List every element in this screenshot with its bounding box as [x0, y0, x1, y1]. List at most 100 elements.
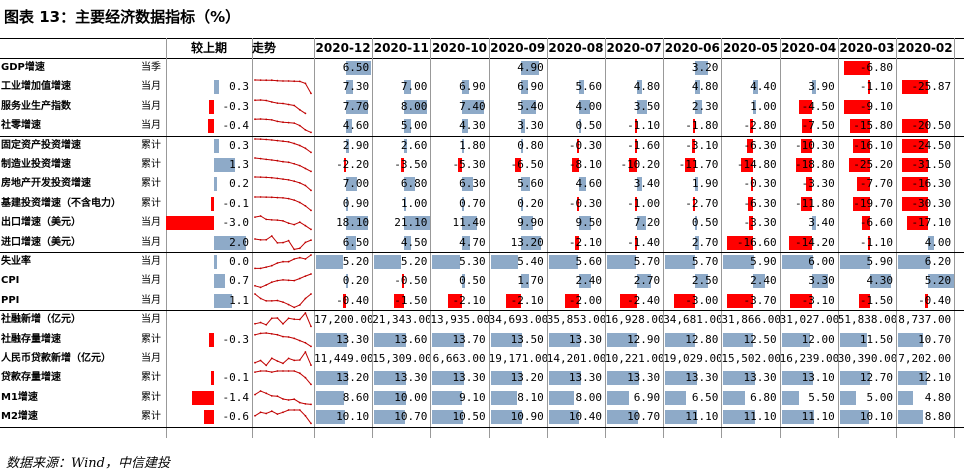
data-cell: 4.90 — [489, 58, 547, 77]
sparkline-point — [259, 286, 262, 289]
sparkline-point — [293, 122, 296, 125]
value-bar — [316, 371, 348, 386]
cell-text: 8.10 — [517, 390, 544, 404]
sparkline-point — [265, 324, 268, 326]
cell-text: 0.80 — [517, 138, 544, 152]
sparkline-point — [310, 209, 312, 212]
data-cell: -1.40 — [605, 233, 663, 252]
sparkline-point — [270, 371, 273, 374]
data-cell: -3.10 — [663, 136, 721, 155]
sparkline-point — [270, 79, 273, 82]
data-cell — [780, 58, 838, 77]
sparkline-point — [276, 101, 279, 104]
sparkline-point — [304, 377, 307, 379]
change-cell: -0.1 — [166, 194, 252, 213]
value-bar — [575, 235, 579, 250]
sparkline-point — [254, 176, 256, 179]
sparkline-point — [265, 79, 268, 82]
sparkline-point — [270, 234, 273, 237]
data-cell: 13.30 — [430, 368, 488, 387]
cell-text: 1.70 — [517, 274, 544, 288]
row-label: 基建投资增速（不含电力） — [0, 194, 138, 213]
group-rule — [0, 310, 964, 312]
data-cell: 2.50 — [663, 271, 721, 290]
data-cell: -3.50 — [372, 155, 430, 174]
header-period: 2020-09 — [489, 38, 547, 58]
value-bar — [637, 99, 648, 114]
sparkline-point — [298, 372, 301, 375]
cell-text: 6.90 — [517, 80, 544, 94]
cell-text: -10.30 — [795, 138, 835, 152]
column-rule — [837, 38, 839, 438]
change-bar — [214, 138, 219, 153]
sparkline-point — [287, 121, 290, 124]
cell-text: 2.50 — [691, 274, 719, 288]
data-cell: -7.50 — [780, 116, 838, 135]
change-bar — [209, 99, 214, 114]
data-cell: 12.70 — [838, 368, 896, 387]
cell-text: 2020-10 — [431, 41, 488, 55]
cell-text: -0.3 — [222, 332, 250, 346]
cell-text: 11.50 — [859, 332, 893, 346]
data-cell: -14.20 — [780, 233, 838, 252]
cell-text: 1.1 — [229, 293, 249, 307]
sparkline-point — [310, 422, 312, 425]
cell-text: 4.80 — [924, 390, 952, 404]
cell-text: 2020-03 — [839, 41, 895, 55]
cell-text: -3.10 — [801, 293, 835, 307]
value-bar — [692, 119, 696, 134]
data-cell: -2.10 — [489, 291, 547, 310]
data-cell: -1.10 — [605, 116, 663, 135]
row-label: M1增速 — [0, 388, 138, 407]
data-cell: -10.30 — [780, 136, 838, 155]
sparkline-point — [282, 139, 284, 142]
cell-text: 当月 — [141, 217, 161, 229]
row-label: M2增速 — [0, 407, 138, 426]
value-bar — [839, 410, 869, 425]
change-bar — [214, 274, 226, 289]
cell-text: -2.20 — [336, 158, 370, 171]
sparkline-point — [304, 312, 307, 315]
value-bar — [607, 332, 638, 347]
cell-text: 当月 — [141, 294, 161, 306]
value-bar — [852, 138, 870, 153]
sparkline-point — [270, 264, 273, 267]
row-frequency: 当月 — [138, 252, 166, 271]
sparkline-point — [310, 228, 312, 231]
cell-text: 累计 — [141, 411, 161, 423]
sparkline-point — [276, 317, 279, 320]
cell-text: 13.30 — [568, 332, 602, 346]
value-bar — [520, 216, 533, 231]
data-cell: 2.40 — [547, 271, 605, 290]
cell-text: 3.40 — [808, 216, 835, 230]
cell-text: 13.20 — [336, 371, 370, 385]
cell-text: 5.70 — [633, 255, 661, 268]
cell-text: 5.30 — [459, 255, 486, 268]
sparkline-point — [282, 397, 284, 400]
value-bar — [685, 158, 696, 172]
sparkline-svg — [254, 215, 312, 231]
value-bar — [404, 119, 411, 134]
group-rule — [0, 135, 964, 137]
cell-text: 4.80 — [691, 80, 719, 94]
sparkline-svg — [254, 331, 312, 347]
header-period: 2020-03 — [838, 38, 896, 58]
row-label: 服务业生产指数 — [0, 97, 138, 116]
column-rule — [954, 38, 956, 438]
data-cell: 9.90 — [489, 213, 547, 232]
sparkline-point — [298, 201, 301, 204]
cell-text: -0.30 — [568, 196, 602, 210]
data-cell: 5.90 — [721, 252, 779, 271]
cell-text: 2020-12 — [315, 41, 371, 55]
sparkline-point — [293, 198, 296, 201]
sparkline-point — [293, 80, 296, 83]
value-bar — [861, 216, 870, 231]
cell-text: 7.40 — [459, 99, 486, 113]
header-period: 2020-04 — [780, 38, 838, 58]
data-cell: -20.50 — [896, 116, 954, 135]
sparkline-point — [282, 362, 284, 365]
cell-text: -2.70 — [685, 196, 719, 210]
value-bar — [695, 274, 708, 289]
data-cell: -19.70 — [838, 194, 896, 213]
change-bar — [211, 196, 214, 211]
